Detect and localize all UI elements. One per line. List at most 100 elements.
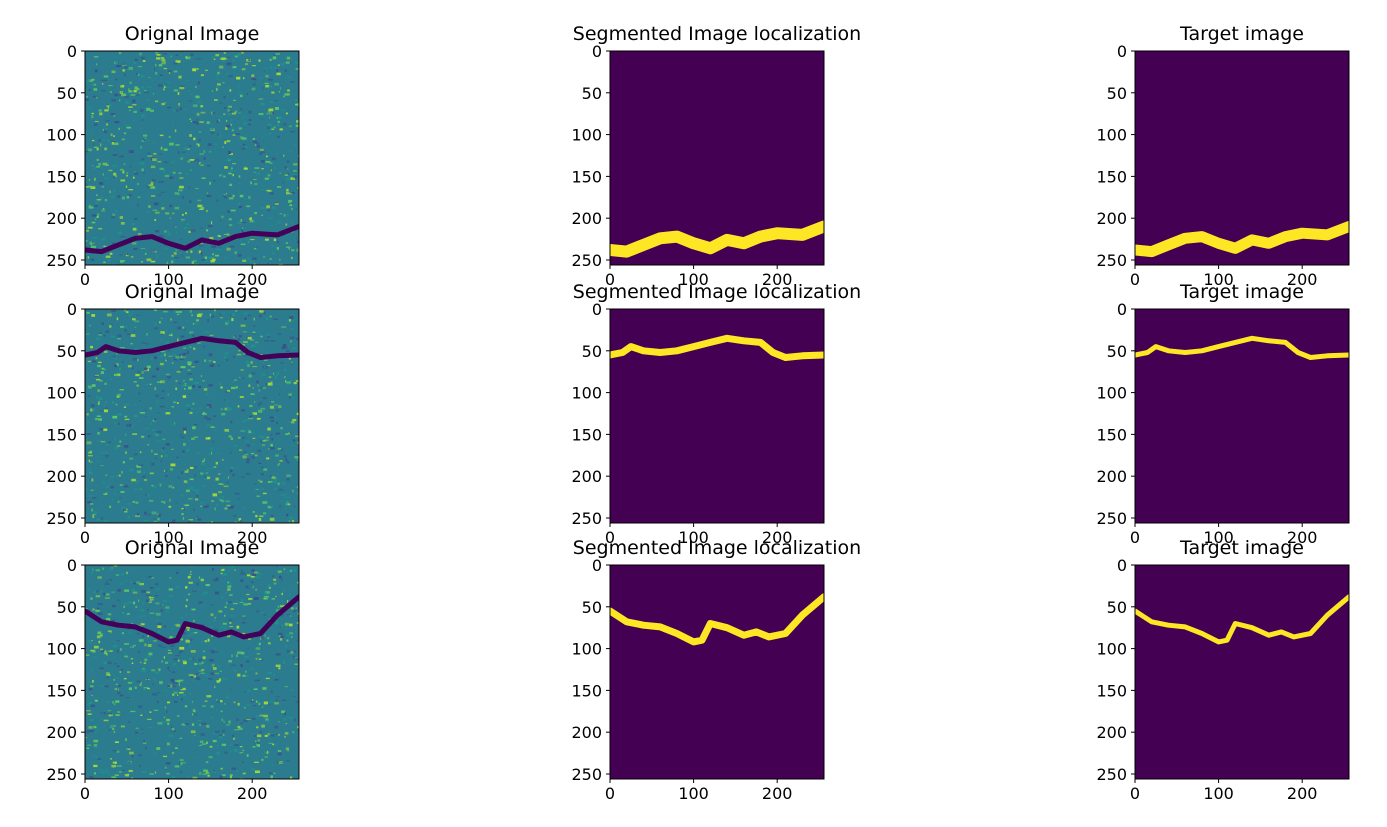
texture-speck — [119, 389, 124, 391]
texture-speck — [290, 201, 294, 204]
texture-speck — [195, 677, 201, 680]
texture-speck — [86, 229, 89, 232]
texture-speck — [201, 593, 203, 596]
texture-speck — [110, 335, 115, 338]
texture-speck — [220, 596, 224, 599]
texture-speck — [200, 111, 206, 114]
texture-speck — [263, 596, 269, 598]
texture-speck — [110, 141, 115, 143]
texture-speck — [241, 343, 245, 346]
texture-speck — [150, 356, 156, 359]
texture-speck — [130, 334, 136, 337]
texture-speck — [118, 52, 122, 54]
texture-speck — [267, 584, 271, 587]
texture-speck — [166, 772, 170, 775]
texture-speck — [92, 236, 97, 239]
texture-speck — [283, 343, 287, 347]
texture-speck — [104, 382, 107, 385]
texture-speck — [235, 133, 240, 135]
texture-speck — [295, 492, 299, 495]
texture-speck — [108, 85, 111, 88]
texture-speck — [268, 481, 270, 483]
texture-speck — [111, 309, 117, 312]
texture-speck — [259, 730, 263, 734]
texture-speck — [192, 342, 197, 344]
texture-speck — [160, 63, 166, 65]
texture-speck — [92, 497, 97, 499]
texture-speck — [108, 486, 114, 489]
texture-speck — [173, 259, 176, 261]
texture-speck — [278, 383, 281, 386]
texture-speck — [262, 256, 266, 258]
texture-speck — [121, 506, 125, 510]
texture-speck — [135, 94, 140, 96]
texture-speck — [210, 426, 215, 428]
texture-speck — [212, 567, 214, 571]
texture-speck — [280, 494, 286, 496]
texture-speck — [85, 246, 90, 249]
texture-speck — [234, 569, 236, 571]
texture-speck — [111, 604, 116, 608]
y-tick-label: 0 — [592, 300, 602, 319]
texture-speck — [109, 252, 113, 255]
texture-speck — [291, 347, 297, 349]
texture-speck — [117, 588, 121, 592]
texture-speck — [126, 424, 129, 427]
texture-speck — [179, 762, 181, 766]
texture-speck — [239, 376, 241, 379]
texture-speck — [284, 686, 288, 688]
texture-speck — [252, 140, 258, 143]
texture-speck — [114, 741, 119, 743]
texture-speck — [102, 129, 104, 132]
texture-speck — [282, 660, 285, 664]
texture-speck — [223, 355, 227, 359]
texture-speck — [237, 651, 242, 654]
texture-speck — [98, 334, 102, 336]
texture-speck — [105, 672, 110, 675]
texture-speck — [105, 593, 110, 596]
texture-speck — [153, 356, 157, 359]
texture-speck — [87, 688, 89, 690]
texture-speck — [284, 76, 289, 79]
texture-speck — [234, 669, 237, 672]
texture-speck — [243, 418, 249, 422]
texture-speck — [109, 190, 111, 194]
texture-speck — [93, 167, 96, 169]
texture-speck — [216, 120, 219, 123]
texture-speck — [278, 333, 282, 335]
texture-speck — [275, 609, 281, 612]
texture-speck — [101, 650, 106, 653]
texture-speck — [247, 428, 251, 430]
texture-speck — [262, 501, 268, 504]
texture-speck — [208, 755, 213, 759]
texture-speck — [297, 103, 299, 106]
texture-speck — [130, 207, 131, 209]
texture-speck — [108, 441, 112, 443]
y-tick-label: 0 — [67, 556, 77, 575]
texture-speck — [289, 569, 293, 572]
texture-speck — [253, 179, 257, 180]
texture-speck — [112, 727, 115, 730]
texture-speck — [253, 704, 257, 707]
texture-speck — [244, 353, 248, 357]
texture-speck — [258, 59, 261, 62]
texture-speck — [93, 645, 99, 649]
texture-speck — [181, 181, 183, 183]
texture-speck — [220, 408, 223, 410]
texture-speck — [184, 388, 186, 390]
texture-speck — [96, 213, 100, 217]
texture-speck — [268, 217, 273, 220]
texture-speck — [145, 594, 151, 596]
texture-speck — [230, 420, 233, 424]
texture-speck — [290, 362, 293, 365]
texture-speck — [157, 630, 161, 633]
texture-speck — [234, 492, 240, 495]
texture-speck — [201, 722, 207, 725]
texture-speck — [159, 513, 161, 517]
texture-speck — [231, 734, 235, 738]
texture-speck — [125, 508, 128, 511]
texture-speck — [241, 222, 247, 223]
texture-speck — [291, 256, 293, 260]
texture-speck — [138, 639, 144, 642]
